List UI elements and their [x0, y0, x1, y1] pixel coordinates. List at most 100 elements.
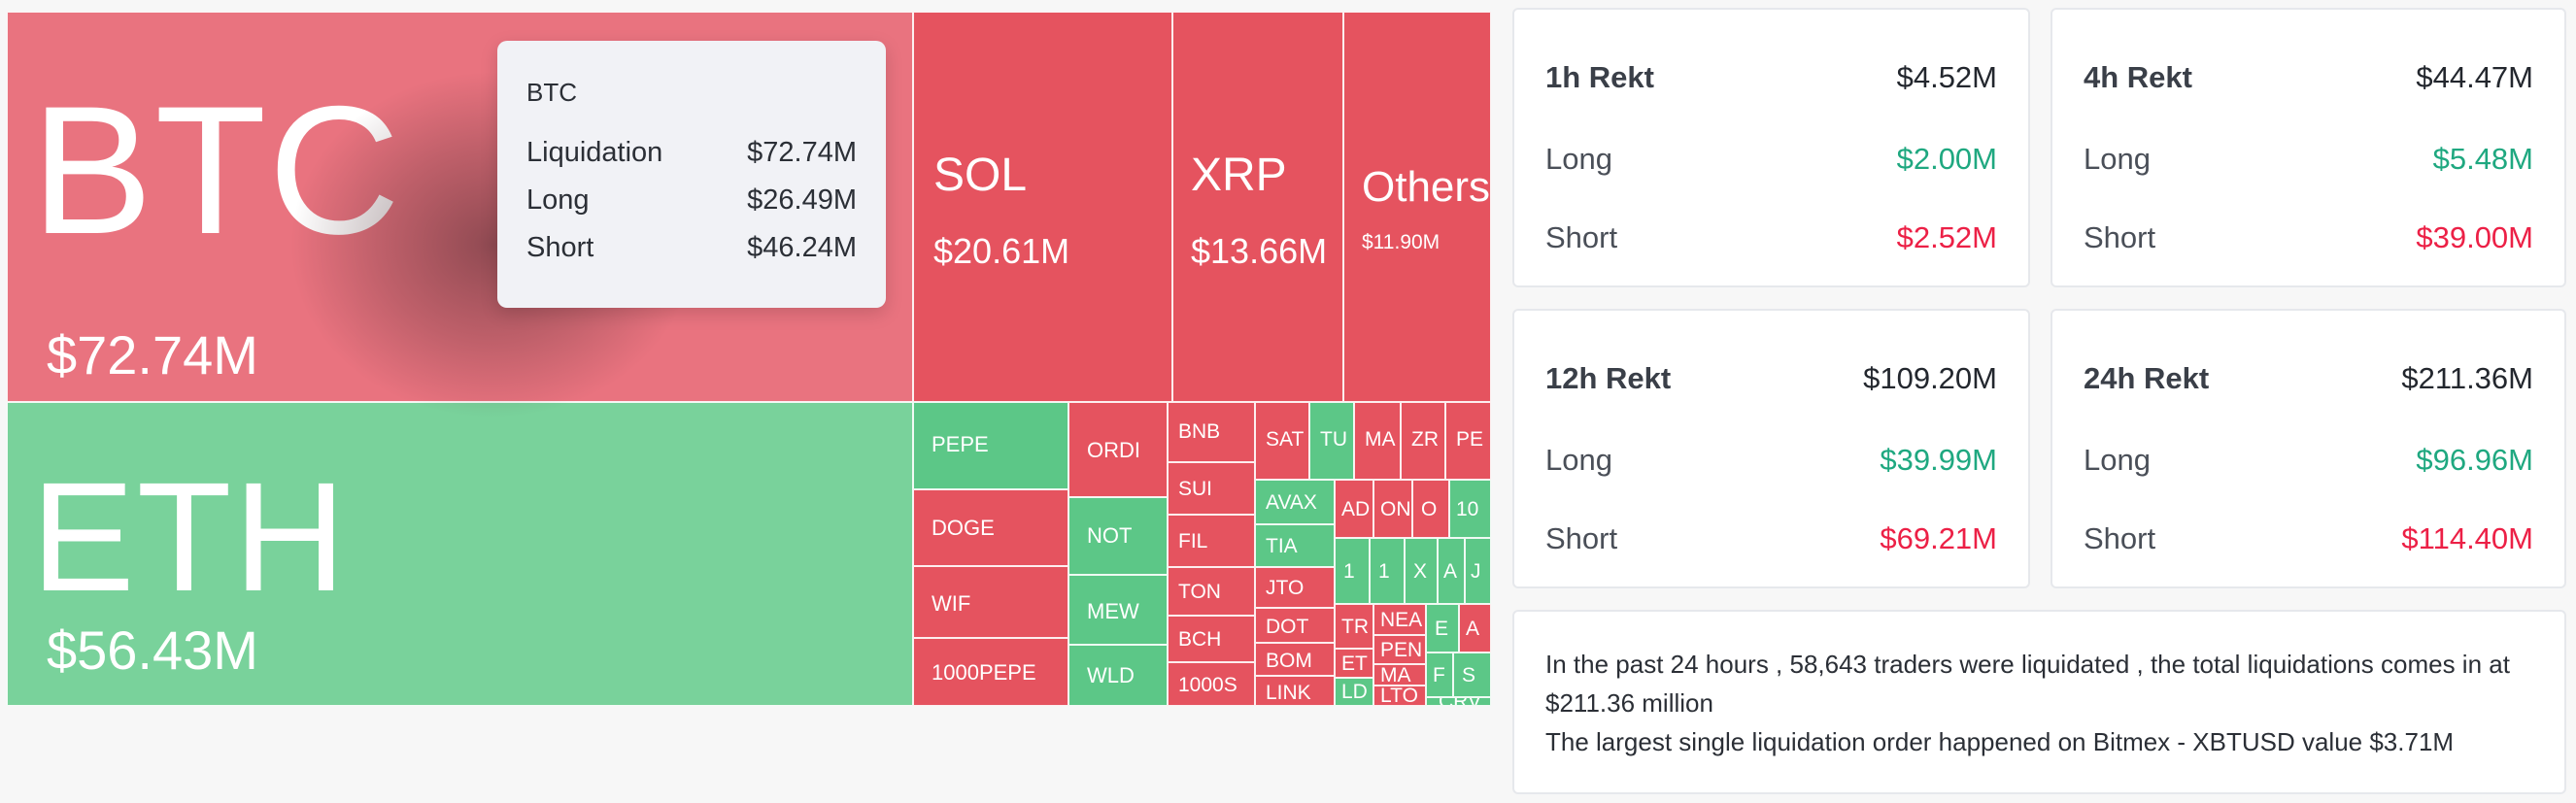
tile-1000pepe[interactable]: 1000PEPE [913, 638, 1068, 706]
tooltip-row-short: Short $46.24M [526, 232, 857, 264]
tile-f-symbol: F [1433, 664, 1445, 686]
tile-crv[interactable]: CRV [1426, 697, 1491, 706]
tile-others[interactable]: Others $11.90M [1343, 12, 1491, 402]
tile-mew[interactable]: MEW [1068, 575, 1168, 645]
tile-bch-symbol: BCH [1178, 628, 1222, 651]
tile-a[interactable]: A [1438, 538, 1465, 604]
panel-12h-long-label: Long [1545, 443, 1612, 477]
summary-line-1: In the past 24 hours , 58,643 traders we… [1545, 650, 2510, 718]
tile-ton[interactable]: TON [1168, 567, 1255, 616]
tile-1000pepe-symbol: 1000PEPE [932, 660, 1036, 685]
tile-sui[interactable]: SUI [1168, 462, 1255, 515]
tile-et[interactable]: ET [1335, 649, 1373, 678]
liquidation-summary: In the past 24 hours , 58,643 traders we… [1512, 610, 2566, 794]
tile-lto-symbol: LTO [1380, 686, 1418, 706]
tile-s-symbol: S [1462, 664, 1476, 686]
tile-dot[interactable]: DOT [1255, 608, 1335, 643]
panel-12h-long-value: $39.99M [1880, 443, 1997, 477]
tile-x[interactable]: X [1405, 538, 1438, 604]
tile-wld-symbol: WLD [1087, 663, 1135, 687]
tooltip-row-liquidation: Liquidation $72.74M [526, 137, 857, 169]
tile-on[interactable]: ON [1373, 480, 1412, 538]
tile-ma-top-symbol: MA [1365, 428, 1396, 451]
tile-xrp[interactable]: XRP $13.66M [1172, 12, 1343, 402]
panel-4h-short-label: Short [2084, 220, 2156, 254]
tile-pe[interactable]: PE [1445, 402, 1491, 480]
tile-1a[interactable]: 1 [1335, 538, 1370, 604]
tile-nea[interactable]: NEA [1373, 604, 1426, 635]
tile-eth[interactable]: ETH $56.43M [7, 402, 913, 706]
tile-10[interactable]: 10 [1449, 480, 1491, 538]
panel-4h-short-value: $39.00M [2416, 220, 2533, 254]
tile-10-symbol: 10 [1456, 498, 1479, 520]
tile-link-symbol: LINK [1266, 682, 1311, 704]
panel-1h-title: 1h Rekt [1545, 60, 1654, 94]
tile-jto[interactable]: JTO [1255, 567, 1335, 608]
tile-tu-symbol: TU [1320, 428, 1347, 451]
panel-4h-long-value: $5.48M [2432, 142, 2533, 176]
tile-bnb[interactable]: BNB [1168, 402, 1255, 462]
tile-bom[interactable]: BOM [1255, 643, 1335, 676]
tile-s[interactable]: S [1453, 652, 1491, 697]
tile-ma-bottom[interactable]: MA [1373, 664, 1426, 686]
tile-bnb-symbol: BNB [1178, 420, 1221, 443]
tile-tia[interactable]: TIA [1255, 524, 1335, 567]
panel-24h-total: $211.36M [2401, 361, 2533, 395]
tile-pen[interactable]: PEN [1373, 635, 1426, 664]
tile-avax[interactable]: AVAX [1255, 480, 1335, 524]
panel-12h-rekt: 12h Rekt $109.20M Long $39.99M Short $69… [1512, 309, 2030, 588]
tile-avax-symbol: AVAX [1266, 491, 1317, 514]
tile-a2-symbol: A [1466, 618, 1480, 640]
tile-ld[interactable]: LD [1335, 678, 1373, 706]
tile-lto[interactable]: LTO [1373, 686, 1426, 706]
tile-1a-symbol: 1 [1343, 560, 1355, 583]
panel-12h-title: 12h Rekt [1545, 361, 1672, 395]
tile-j[interactable]: J [1465, 538, 1491, 604]
tile-ma-bottom-symbol: MA [1380, 664, 1411, 686]
tile-xrp-value: $13.66M [1191, 231, 1328, 271]
tile-mew-symbol: MEW [1087, 599, 1139, 623]
panel-24h-long-label: Long [2084, 443, 2151, 477]
tile-e-symbol: E [1435, 618, 1449, 640]
tile-sol-symbol: SOL [933, 150, 1028, 201]
tile-bch[interactable]: BCH [1168, 616, 1255, 662]
tile-pen-symbol: PEN [1380, 639, 1423, 661]
tile-f[interactable]: F [1426, 652, 1453, 697]
tile-e[interactable]: E [1426, 604, 1459, 652]
panel-1h-short-label: Short [1545, 220, 1618, 254]
tile-et-symbol: ET [1341, 652, 1368, 675]
tile-a2[interactable]: A [1459, 604, 1491, 652]
tile-o[interactable]: O [1412, 480, 1449, 538]
tile-fil-symbol: FIL [1178, 530, 1208, 552]
tile-1000s[interactable]: 1000S [1168, 662, 1255, 706]
tile-pepe[interactable]: PEPE [913, 402, 1068, 489]
tile-doge[interactable]: DOGE [913, 489, 1068, 566]
tile-ordi[interactable]: ORDI [1068, 402, 1168, 497]
tile-sol[interactable]: SOL $20.61M [913, 12, 1172, 402]
tile-wld[interactable]: WLD [1068, 645, 1168, 706]
tile-tr-symbol: TR [1341, 616, 1369, 638]
tile-link[interactable]: LINK [1255, 676, 1335, 706]
tile-eth-symbol: ETH [31, 450, 348, 623]
tile-tr[interactable]: TR [1335, 604, 1373, 649]
panel-4h-total: $44.47M [2416, 60, 2533, 94]
tile-sui-symbol: SUI [1178, 478, 1213, 500]
tile-dot-symbol: DOT [1266, 616, 1309, 638]
panel-1h-short-value: $2.52M [1896, 220, 1997, 254]
tile-ad[interactable]: AD [1335, 480, 1373, 538]
tile-1000s-symbol: 1000S [1178, 674, 1237, 696]
tile-1b[interactable]: 1 [1370, 538, 1405, 604]
tile-not-symbol: NOT [1087, 523, 1133, 548]
panel-12h-short-value: $69.21M [1880, 521, 1997, 555]
tile-tu[interactable]: TU [1309, 402, 1354, 480]
panel-24h-title: 24h Rekt [2084, 361, 2210, 395]
tooltip-short-value: $46.24M [747, 232, 857, 263]
tile-sat[interactable]: SAT [1255, 402, 1309, 480]
tile-zr[interactable]: ZR [1401, 402, 1445, 480]
tile-not[interactable]: NOT [1068, 497, 1168, 575]
tile-ma-top[interactable]: MA [1354, 402, 1401, 480]
tile-fil[interactable]: FIL [1168, 515, 1255, 567]
tile-wif-symbol: WIF [932, 591, 971, 616]
panel-4h-long-label: Long [2084, 142, 2151, 176]
tile-wif[interactable]: WIF [913, 566, 1068, 638]
